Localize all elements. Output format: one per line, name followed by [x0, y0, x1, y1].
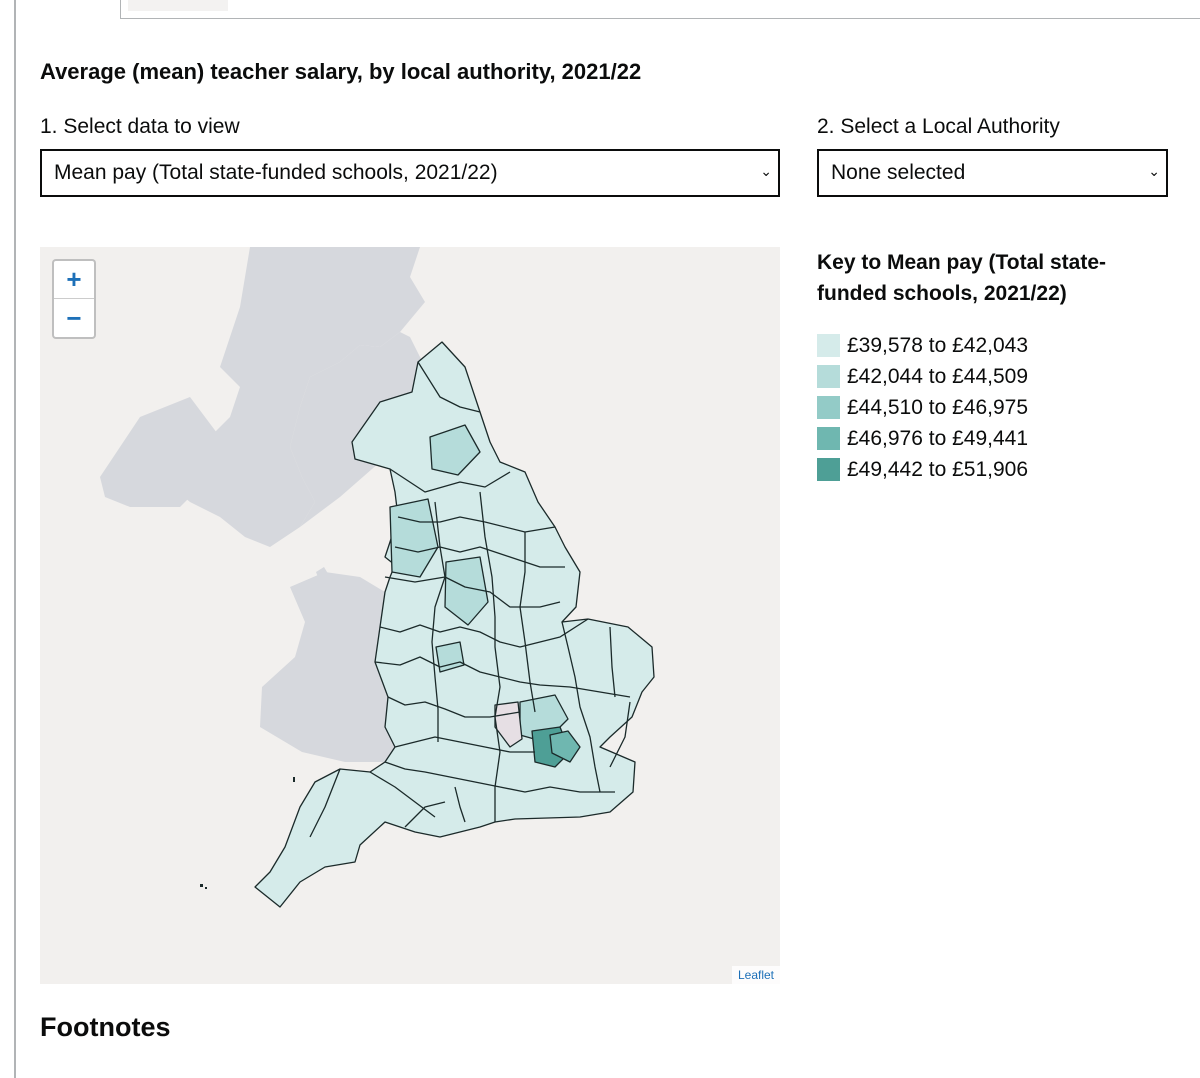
authority-select[interactable]: None selected ⌄ [817, 149, 1168, 197]
content-panel-border [14, 0, 1200, 1078]
isles-of-scilly [200, 884, 207, 889]
legend-label: £39,578 to £42,043 [847, 333, 1029, 357]
wales-landmass [260, 572, 395, 762]
legend-swatch [817, 396, 840, 419]
scotland-landmass [160, 247, 425, 547]
data-select-label: 1. Select data to view [40, 115, 240, 138]
england-authorities[interactable] [254, 341, 655, 908]
lundy-island [293, 777, 295, 782]
legend-label: £49,442 to £51,906 [847, 457, 1029, 481]
authority-northumberland-south [429, 424, 481, 476]
authority-outer-london [549, 730, 581, 763]
data-select-value: Mean pay (Total state-funded schools, 20… [54, 161, 498, 184]
legend-label: £44,510 to £46,975 [847, 395, 1029, 419]
data-select[interactable]: Mean pay (Total state-funded schools, 20… [40, 149, 780, 197]
authority-select-value: None selected [831, 161, 966, 184]
legend-label: £42,044 to £44,509 [847, 364, 1029, 388]
map-canvas [100, 247, 655, 908]
chevron-down-icon: ⌄ [760, 163, 772, 179]
legend-swatch [817, 334, 840, 357]
zoom-in-button[interactable]: + [54, 261, 94, 299]
tab-stub[interactable] [128, 0, 228, 11]
authority-select-label: 2. Select a Local Authority [817, 115, 1060, 138]
legend-swatch [817, 458, 840, 481]
legend-item: £39,578 to £42,043 [817, 330, 1028, 361]
legend-swatch [817, 365, 840, 388]
legend-item: £49,442 to £51,906 [817, 454, 1028, 485]
tab-strip [120, 0, 1200, 19]
legend-item: £44,510 to £46,975 [817, 392, 1028, 423]
legend-swatch [817, 427, 840, 450]
authority-west-yorkshire [444, 556, 489, 626]
legend-label: £46,976 to £49,441 [847, 426, 1029, 450]
footnotes-heading: Footnotes [40, 1012, 171, 1042]
zoom-control: + − [52, 259, 96, 339]
choropleth-map[interactable]: + − Leaflet [40, 247, 780, 984]
legend-item: £42,044 to £44,509 [817, 361, 1028, 392]
key-title: Key to Mean pay (Total state-funded scho… [817, 251, 1106, 305]
zoom-out-button[interactable]: − [66, 302, 82, 333]
legend-item: £46,976 to £49,441 [817, 423, 1028, 454]
map-legend: £39,578 to £42,043 £42,044 to £44,509 £4… [817, 330, 1028, 485]
chart-title: Average (mean) teacher salary, by local … [40, 59, 642, 84]
chevron-down-icon: ⌄ [1148, 163, 1160, 179]
leaflet-attribution-link[interactable]: Leaflet [731, 966, 780, 984]
northern-ireland-landmass [100, 397, 220, 507]
authority-west-midlands [435, 641, 465, 673]
